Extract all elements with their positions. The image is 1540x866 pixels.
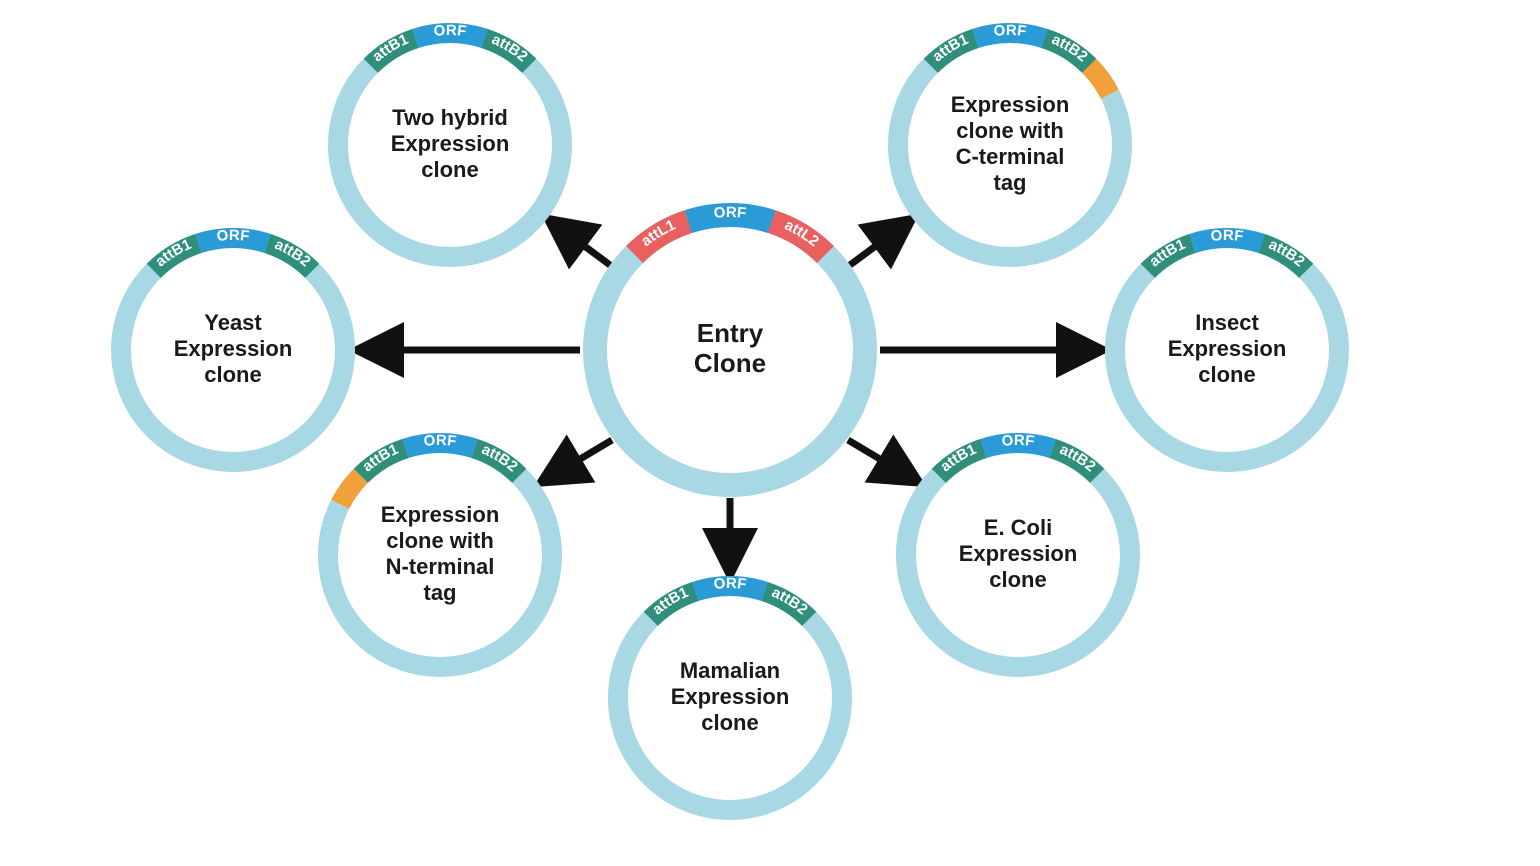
arrow-to-c-terminal-tag	[850, 222, 908, 265]
node-ecoli-lab-orf-label: ORF	[1001, 432, 1035, 450]
node-yeast-lab-orf-label: ORF	[216, 227, 250, 245]
node-two-hybrid-lab-orf-label: ORF	[433, 22, 467, 40]
node-mammalian-lab-orf-label: ORF	[713, 575, 747, 593]
arrow-to-n-terminal-tag	[545, 440, 612, 480]
node-n-terminal-tag-lab-orf-label: ORF	[423, 432, 457, 450]
node-c-terminal-tag-lab-orf-label: ORF	[993, 22, 1027, 40]
node-insect-label-1: Expression	[1168, 336, 1287, 361]
node-insect-label-0: Insect	[1195, 310, 1259, 335]
node-two-hybrid-label-1: Expression	[391, 131, 510, 156]
node-n-terminal-tag-tag	[340, 476, 361, 504]
node-yeast-label-2: clone	[204, 362, 261, 387]
node-c-terminal-tag-tag	[1089, 66, 1110, 94]
node-n-terminal-tag-label-1: clone with	[386, 528, 494, 553]
node-n-terminal-tag-label-2: N-terminal	[386, 554, 495, 579]
node-c-terminal-tag-label-2: C-terminal	[956, 144, 1065, 169]
node-c-terminal-tag-label-3: tag	[994, 170, 1027, 195]
node-ecoli-label-1: Expression	[959, 541, 1078, 566]
arrow-to-two-hybrid	[552, 222, 610, 265]
node-ecoli-label-2: clone	[989, 567, 1046, 592]
node-mammalian-label-0: Mamalian	[680, 658, 780, 683]
node-two-hybrid-label-0: Two hybrid	[392, 105, 508, 130]
node-yeast-label-0: Yeast	[204, 310, 262, 335]
node-mammalian-label-2: clone	[701, 710, 758, 735]
gateway-cloning-diagram: attL1ORFattL2EntryCloneattB1ORFattB2Two …	[0, 0, 1540, 866]
entry-clone-label-0: Entry	[697, 318, 764, 348]
entry-clone-lab-orf-label: ORF	[713, 204, 747, 222]
node-insect-lab-orf-label: ORF	[1210, 227, 1244, 245]
node-n-terminal-tag-label-0: Expression	[381, 502, 500, 527]
entry-clone-label-1: Clone	[694, 348, 766, 378]
node-mammalian-label-1: Expression	[671, 684, 790, 709]
node-c-terminal-tag-label-0: Expression	[951, 92, 1070, 117]
node-ecoli-label-0: E. Coli	[984, 515, 1052, 540]
node-insect-label-2: clone	[1198, 362, 1255, 387]
node-c-terminal-tag-label-1: clone with	[956, 118, 1064, 143]
node-yeast-label-1: Expression	[174, 336, 293, 361]
node-two-hybrid-label-2: clone	[421, 157, 478, 182]
arrow-to-ecoli	[848, 440, 915, 480]
node-n-terminal-tag-label-3: tag	[424, 580, 457, 605]
